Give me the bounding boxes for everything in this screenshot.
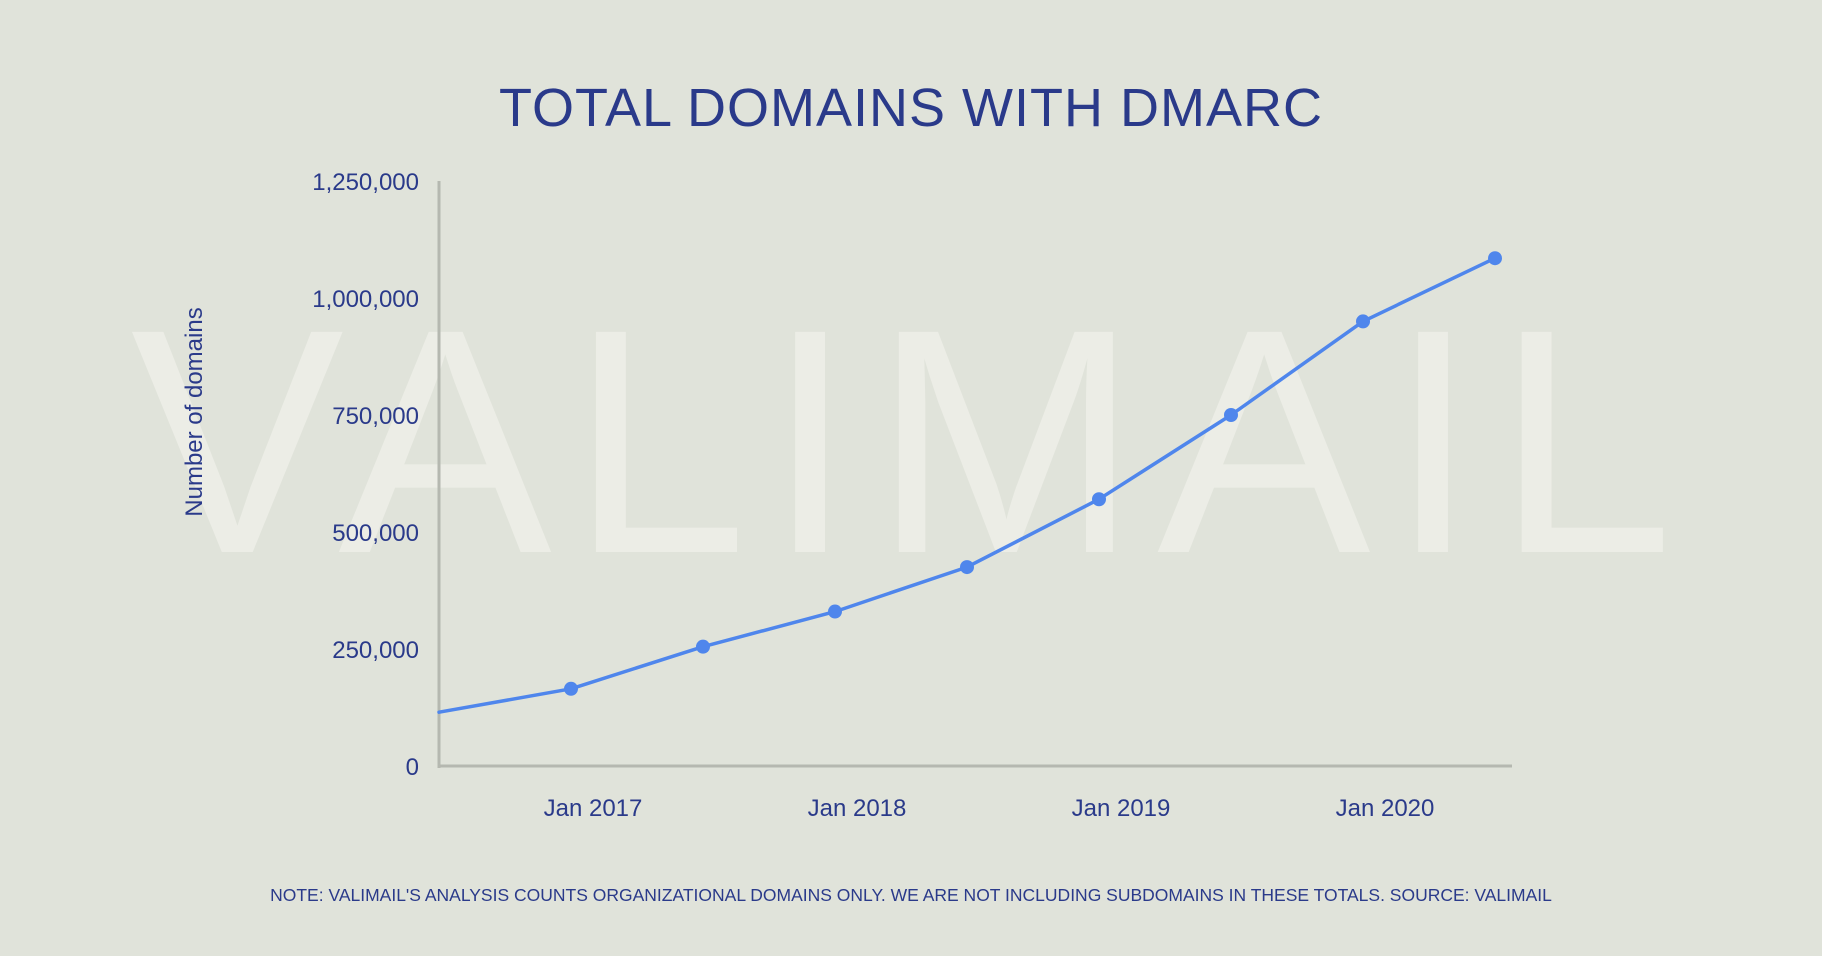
x-tick-label: Jan 2020 [1336, 795, 1435, 822]
chart-title: TOTAL DOMAINS WITH DMARC [499, 78, 1323, 138]
data-point [1224, 408, 1238, 422]
y-tick-label: 1,250,000 [312, 169, 419, 196]
x-tick-labels: Jan 2017 Jan 2018 Jan 2019 Jan 2020 [544, 795, 1435, 822]
y-tick-label: 250,000 [332, 637, 419, 664]
data-point [1092, 492, 1106, 507]
y-tick-label: 750,000 [332, 403, 419, 430]
data-point [960, 560, 974, 575]
data-point [564, 681, 578, 696]
x-tick-label: Jan 2018 [808, 795, 907, 822]
source-note: NOTE: VALIMAIL'S ANALYSIS COUNTS ORGANIZ… [270, 885, 1552, 905]
y-tick-label: 1,000,000 [312, 286, 419, 313]
data-point [828, 604, 842, 619]
data-point [696, 639, 710, 654]
x-tick-label: Jan 2019 [1072, 795, 1171, 822]
y-tick-label: 500,000 [332, 520, 419, 547]
x-tick-label: Jan 2017 [544, 795, 643, 822]
data-point [1356, 314, 1370, 329]
data-point [1488, 251, 1502, 266]
y-tick-labels: 0 250,000 500,000 750,000 1,000,000 1,250,000 [312, 169, 419, 781]
y-tick-label: 0 [406, 754, 419, 781]
series-markers [564, 251, 1502, 696]
y-axis-label: Number of domains [181, 307, 208, 516]
watermark-logo: VALIMAIL [131, 262, 1692, 620]
